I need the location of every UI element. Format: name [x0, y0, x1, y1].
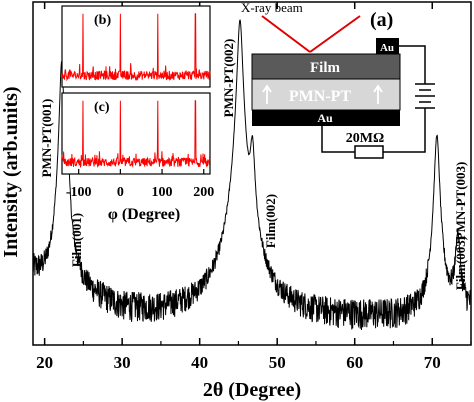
inset-c-curve	[61, 100, 211, 169]
inset-x-tick-label: 0	[117, 185, 124, 200]
inset-b-curve	[61, 13, 211, 82]
xray-beam-label: X-ray beam	[241, 0, 303, 15]
peak-label-pmnpt-003: PMN-PT(003)	[453, 162, 468, 241]
inset-b-panel-label: (b)	[94, 13, 111, 28]
diffracted-beam-line	[309, 15, 361, 53]
inset-x-axis-label: φ (Degree)	[108, 206, 180, 223]
x-tick-label: 20	[36, 353, 53, 372]
inset-x-tick-label: 200	[193, 185, 214, 200]
peak-label-pmnpt-002: PMN-PT(002)	[221, 39, 236, 118]
peak-label-film-001: Film(001)	[69, 213, 84, 267]
bottom-electrode-label: Au	[317, 111, 333, 125]
polarization-arrow-right	[373, 84, 383, 104]
peak-label-film-003: Film(003)	[453, 236, 468, 290]
film-layer-label: Film	[310, 60, 340, 76]
pmnpt-layer	[251, 78, 401, 111]
main-plot-frame	[32, 1, 472, 346]
resistor-label: 20MΩ	[346, 131, 384, 146]
top-electrode-label: Au	[380, 42, 394, 54]
x-tick-label: 60	[346, 353, 363, 372]
polarization-arrow-left	[262, 84, 272, 104]
resistor-icon	[354, 145, 384, 159]
pmnpt-layer-label: PMN-PT	[289, 88, 352, 105]
xrd-curve	[32, 19, 472, 330]
peak-label-pmnpt-001: PMN-PT(001)	[39, 99, 54, 178]
schematic-panel-label: (a)	[370, 9, 393, 31]
inset-x-tick-label: -100	[66, 185, 92, 200]
top-electrode	[376, 38, 399, 54]
bottom-electrode	[252, 110, 400, 126]
x-tick-label: 40	[191, 353, 208, 372]
incident-beam-line	[261, 15, 311, 53]
x-tick-label: 50	[269, 353, 286, 372]
circuit-wire	[321, 45, 426, 153]
y-axis-label: Intensity (arb.units)	[0, 86, 22, 257]
inset-c-panel-label: (c)	[94, 100, 110, 115]
x-tick-label: 30	[114, 353, 131, 372]
x-tick-label: 70	[424, 353, 441, 372]
peak-label-film-002: Film(002)	[263, 194, 278, 248]
inset-x-tick-label: 100	[152, 185, 173, 200]
inset-x-ticks: -100 0 100 200	[66, 169, 214, 200]
battery-icon	[415, 83, 435, 109]
x-axis-label: 2θ (Degree)	[203, 379, 301, 401]
device-schematic: X-ray beam (a) Au Film PMN-PT Au 20MΩ	[241, 0, 435, 159]
